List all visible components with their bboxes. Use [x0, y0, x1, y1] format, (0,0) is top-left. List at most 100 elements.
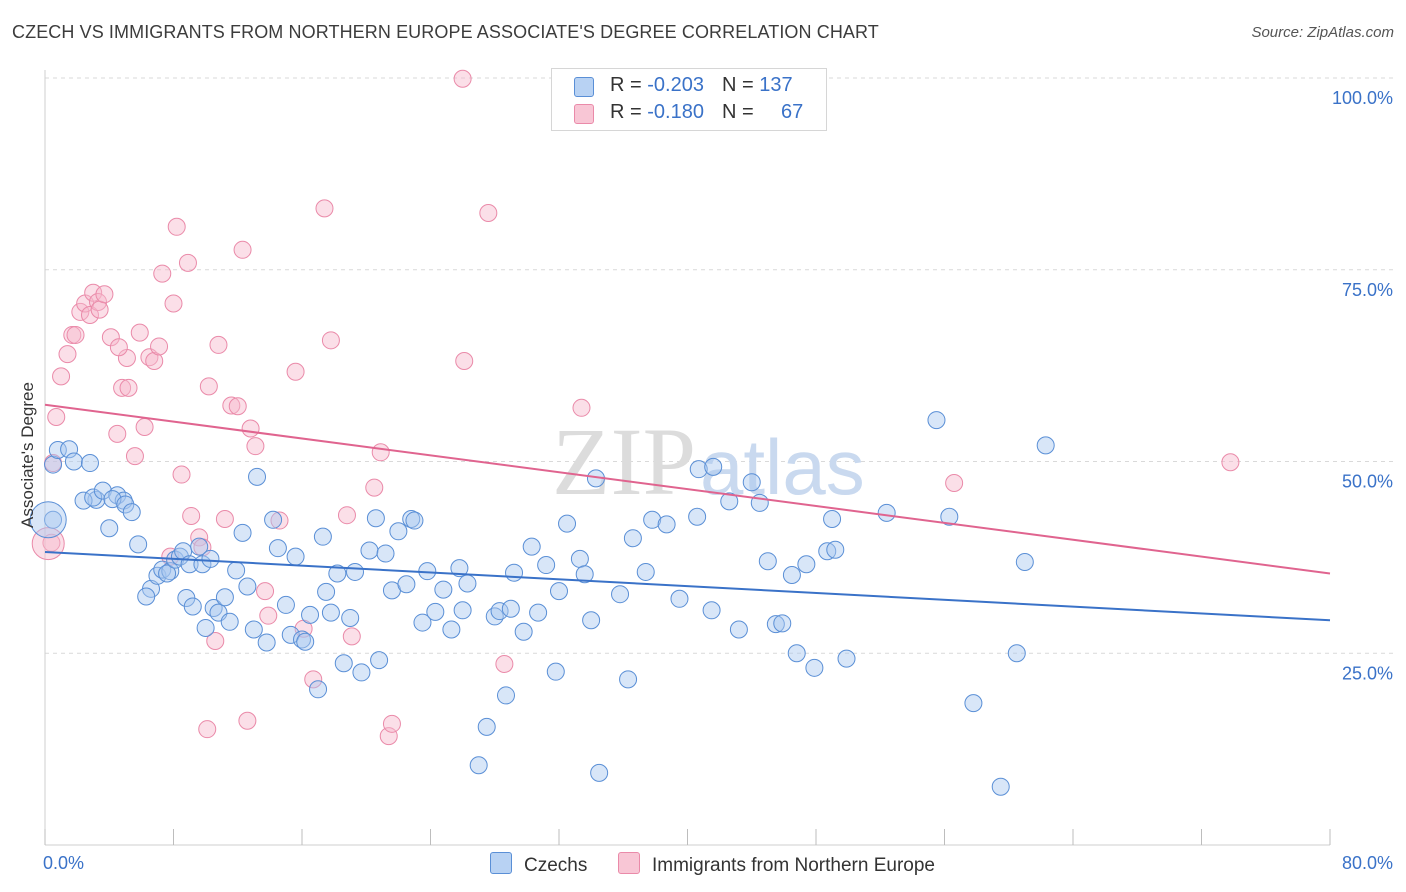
immigrants-point-15: [108, 424, 127, 443]
immigrants-point-27: [164, 294, 183, 313]
immigrants-point-50: [304, 670, 323, 689]
immigrants-point-65: [1221, 453, 1240, 472]
czechs-point-84: [514, 622, 533, 641]
czechs-point-56: [334, 654, 353, 673]
immigrants-point-47: [270, 511, 289, 530]
czechs-point-99: [636, 562, 655, 581]
immigrants-point-42: [238, 711, 257, 730]
immigrants-point-16: [113, 378, 132, 397]
immigrants-point-48: [286, 362, 305, 381]
czechs-point-108: [729, 620, 748, 639]
czechs-point-15: [100, 519, 119, 538]
czechs-point-106: [704, 457, 723, 476]
bottom-label-immigrants: Immigrants from Northern Europe: [652, 855, 935, 876]
legend-stats-immigrants: R = -0.180 N = 67: [610, 101, 804, 123]
czechs-point-16: [129, 535, 148, 554]
czechs-point-89: [550, 582, 568, 601]
czechs-point-129: [1036, 436, 1055, 455]
czechs-point-47: [286, 547, 305, 566]
immigrants-point-2: [47, 408, 66, 427]
czechs-point-74: [450, 559, 469, 578]
czechs-point-51: [309, 680, 328, 699]
czechs-point-67: [402, 510, 421, 529]
czechs-point-103: [688, 507, 707, 526]
czechs-point-94: [590, 763, 609, 782]
immigrants-point-23: [145, 352, 164, 371]
czechs-point-6: [87, 490, 106, 509]
czechs-point-50: [301, 605, 320, 624]
czechs-point-40: [244, 620, 263, 639]
czechs-point-88: [546, 662, 565, 681]
czechs-point-37: [227, 561, 246, 580]
trend-lines: [44, 403, 1331, 622]
legend-item-immigrants: Immigrants from Northern Europe: [618, 852, 935, 877]
immigrants-point-19: [125, 447, 144, 466]
czechs-point-59: [352, 663, 371, 682]
czechs-point-58: [346, 562, 365, 581]
czechs-point-44: [268, 539, 287, 558]
immigrants-point-21: [135, 417, 154, 436]
immigrants-point-0: [42, 533, 61, 552]
czechs-point-77: [469, 756, 488, 775]
czechs-point-69: [413, 613, 432, 632]
czechs-point-96: [611, 585, 630, 604]
y-tick-label-75: 75.0%: [1342, 280, 1393, 300]
czechs-point-57: [341, 608, 360, 627]
czechs-point-5: [80, 454, 99, 473]
immigrants-point-35: [199, 377, 218, 396]
immigrants-point-6: [66, 325, 85, 344]
czechs-point-22: [158, 564, 177, 583]
czechs-point-93: [582, 611, 601, 630]
czechs-point-105: [689, 460, 708, 479]
watermark: ZIP atlas: [552, 408, 865, 515]
czechs-point-80: [490, 602, 509, 621]
immigrants-point-18: [119, 378, 138, 397]
correlation-legend: R = -0.203 N = 137 R = -0.180 N = 67: [551, 68, 827, 131]
legend-swatch-czechs: [574, 77, 594, 97]
trend-line-czechs: [44, 551, 1331, 622]
czechs-point-111: [766, 615, 785, 634]
immigrants-point-4: [58, 345, 77, 364]
immigrants-point-63: [572, 398, 591, 417]
czechs-point-41: [248, 467, 267, 486]
czechs-point-117: [805, 658, 824, 677]
czechs-point-79: [485, 607, 504, 626]
immigrants-point-52: [321, 331, 340, 350]
immigrants-point-66: [109, 338, 128, 357]
immigrants-point-55: [365, 478, 384, 497]
bottom-label-czechs: Czechs: [524, 855, 588, 876]
czechs-point-81: [496, 686, 515, 705]
czechs-point-45: [276, 595, 295, 614]
czechs-point-65: [389, 522, 408, 541]
czechs-point-35: [215, 588, 234, 607]
czechs-point-32: [196, 618, 215, 637]
czechs-point-123: [927, 411, 946, 430]
immigrants-point-25: [153, 264, 172, 283]
czechs-point-18: [137, 587, 156, 606]
immigrants-point-64: [945, 473, 964, 492]
czechs-point-125: [964, 694, 983, 713]
czechs-point-28: [183, 597, 202, 616]
immigrants-point-37: [209, 335, 228, 354]
trend-line-immigrants: [44, 403, 1331, 575]
czechs-point-52: [313, 527, 332, 546]
watermark-zip: ZIP: [552, 408, 696, 515]
czechs-point-115: [787, 644, 806, 663]
immigrants-point-29: [172, 465, 191, 484]
immigrants-point-59: [453, 69, 472, 88]
czechs-point-100: [643, 510, 662, 529]
czechs-point-14: [122, 503, 141, 522]
immigrants-point-9: [80, 306, 99, 325]
czechs-point-86: [529, 603, 548, 622]
czechs-point-90: [558, 514, 577, 533]
czechs-point-66: [397, 575, 416, 594]
czechs-point-54: [321, 603, 340, 622]
czechs-point-109: [742, 473, 761, 492]
czechs-point-60: [360, 541, 379, 560]
y-axis-label: Associate's Degree: [18, 382, 37, 528]
immigrants-point-39: [222, 396, 241, 415]
legend-stats-czechs: R = -0.203 N = 137: [610, 74, 793, 96]
czechs-point-21: [161, 562, 180, 581]
immigrants-point-58: [382, 714, 401, 733]
